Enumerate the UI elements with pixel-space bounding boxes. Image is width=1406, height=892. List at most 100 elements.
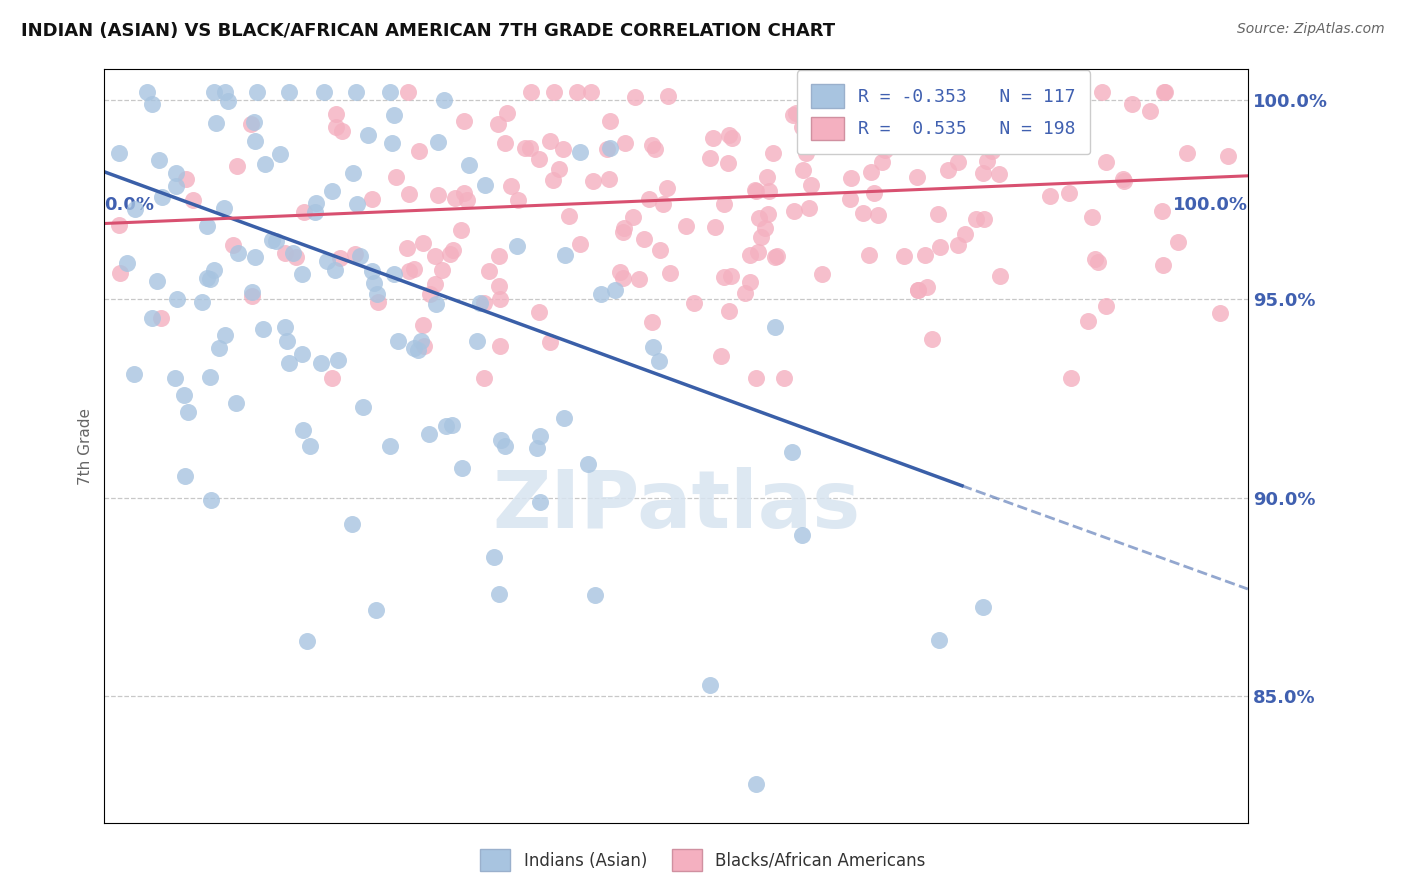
Point	[529, 494, 551, 508]
Point	[325, 107, 347, 121]
Point	[928, 633, 950, 648]
Point	[165, 371, 187, 385]
Point	[554, 248, 576, 262]
Point	[538, 335, 561, 350]
Point	[245, 250, 267, 264]
Point	[453, 186, 475, 201]
Point	[284, 250, 307, 264]
Point	[1153, 86, 1175, 100]
Point	[800, 178, 823, 192]
Point	[269, 147, 291, 161]
Point	[363, 277, 385, 291]
Point	[565, 86, 588, 100]
Point	[439, 246, 461, 260]
Point	[202, 86, 225, 100]
Point	[197, 271, 219, 285]
Point	[465, 334, 488, 349]
Point	[240, 289, 263, 303]
Point	[983, 86, 1005, 100]
Point	[863, 186, 886, 200]
Point	[1039, 188, 1062, 202]
Legend: Indians (Asian), Blacks/African Americans: Indians (Asian), Blacks/African American…	[472, 841, 934, 880]
Point	[838, 192, 860, 206]
Point	[292, 205, 315, 219]
Point	[496, 106, 519, 120]
Point	[382, 108, 405, 122]
Point	[419, 286, 441, 301]
Point	[243, 114, 266, 128]
Point	[1152, 203, 1174, 218]
Point	[396, 86, 419, 100]
Point	[366, 287, 388, 301]
Point	[395, 241, 418, 255]
Point	[1052, 128, 1074, 142]
Point	[883, 118, 905, 132]
Point	[304, 204, 326, 219]
Text: 0.0%: 0.0%	[104, 196, 155, 214]
Point	[214, 327, 236, 342]
Point	[582, 174, 605, 188]
Point	[298, 439, 321, 453]
Point	[583, 588, 606, 602]
Point	[305, 196, 328, 211]
Point	[361, 264, 384, 278]
Point	[921, 332, 943, 346]
Point	[165, 166, 187, 180]
Point	[451, 460, 474, 475]
Point	[745, 371, 768, 385]
Point	[214, 86, 236, 100]
Point	[124, 202, 146, 217]
Point	[423, 248, 446, 262]
Point	[321, 371, 343, 385]
Point	[659, 266, 682, 280]
Point	[589, 286, 612, 301]
Point	[141, 96, 163, 111]
Point	[150, 311, 173, 326]
Point	[474, 295, 496, 310]
Point	[529, 305, 551, 319]
Point	[870, 155, 893, 169]
Point	[797, 122, 820, 136]
Text: ZIPatlas: ZIPatlas	[492, 467, 860, 545]
Point	[406, 343, 429, 357]
Point	[356, 128, 378, 142]
Point	[508, 193, 530, 207]
Point	[342, 166, 364, 180]
Point	[810, 121, 832, 136]
Point	[657, 88, 679, 103]
Point	[790, 528, 813, 542]
Point	[292, 423, 315, 437]
Point	[441, 243, 464, 257]
Point	[1091, 86, 1114, 100]
Point	[204, 116, 226, 130]
Point	[346, 197, 368, 211]
Point	[529, 428, 551, 442]
Point	[866, 208, 889, 222]
Point	[329, 252, 352, 266]
Point	[650, 243, 672, 257]
Point	[638, 192, 661, 206]
Point	[948, 155, 970, 169]
Point	[295, 634, 318, 648]
Point	[115, 256, 138, 270]
Point	[412, 318, 434, 332]
Point	[927, 207, 949, 221]
Point	[981, 144, 1004, 158]
Point	[519, 141, 541, 155]
Point	[780, 445, 803, 459]
Point	[499, 179, 522, 194]
Point	[385, 170, 408, 185]
Point	[217, 94, 239, 108]
Point	[1154, 86, 1177, 100]
Point	[367, 294, 389, 309]
Point	[165, 179, 187, 194]
Point	[520, 86, 543, 100]
Point	[889, 110, 911, 124]
Point	[432, 262, 454, 277]
Point	[613, 221, 636, 235]
Point	[641, 340, 664, 354]
Point	[744, 183, 766, 197]
Point	[380, 439, 402, 453]
Point	[603, 283, 626, 297]
Point	[411, 334, 433, 349]
